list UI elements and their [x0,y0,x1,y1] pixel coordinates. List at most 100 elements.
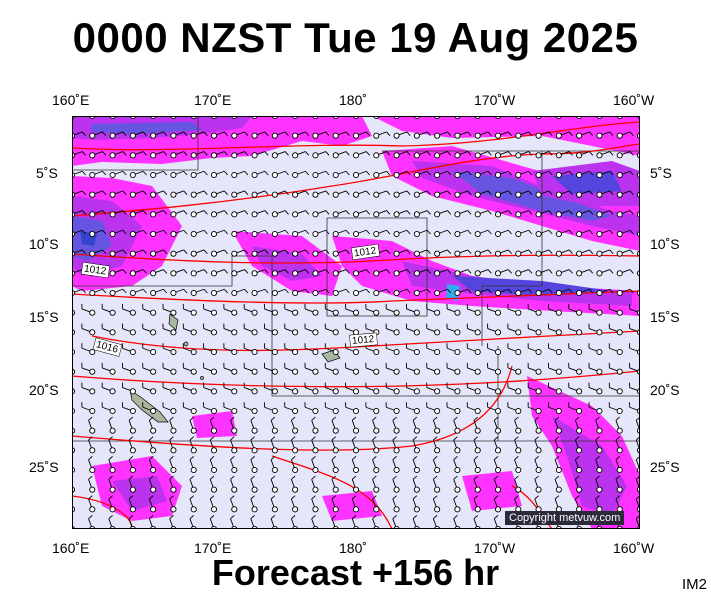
wind-barb-feather [412,436,418,441]
wind-station-marker [292,329,299,336]
wind-barb-feather [589,249,594,254]
wind-station-marker [352,368,360,375]
wind-barb-feather [331,515,337,520]
wind-station-marker [251,270,258,277]
wind-station-marker [616,466,623,474]
wind-barb-feather [102,151,107,156]
wind-barb-feather [467,131,472,136]
wind-barb-feather [548,288,553,294]
wind-barb-feather [386,249,391,254]
wind-barb-feather [453,495,458,500]
wind-barb-feather [487,151,492,156]
wind-station-marker [109,329,116,336]
wind-station-marker [129,427,136,434]
wind-barb-feather [629,229,634,235]
wind-station-marker [515,171,522,179]
wind-barb-feather [514,436,519,441]
wind-station-marker [474,270,481,277]
wind-station-marker [210,191,218,198]
wind-station-marker [231,388,238,395]
wind-station-marker [170,486,177,493]
wind-station-marker [231,289,238,297]
wind-station-marker [535,388,542,395]
wind-station-marker [271,230,278,238]
wind-station-marker [210,152,218,159]
wind-station-marker [515,466,522,474]
wind-station-marker [596,250,603,257]
wind-station-marker [231,348,238,356]
wind-barb-feather [412,416,418,421]
top-lon-label: 170˚E [194,92,232,108]
wind-station-marker [535,447,542,454]
wind-barb-feather [433,515,438,520]
wind-barb-feather [264,269,269,274]
wind-station-marker [596,388,603,395]
wind-station-marker [576,230,583,238]
wind-station-marker [332,506,339,513]
wind-barb-feather [528,288,533,294]
wind-barb-feather [467,229,472,235]
wind-station-marker [190,250,197,257]
wind-barb-feather [244,288,249,294]
wind-barb-feather [372,475,377,480]
wind-station-marker [210,427,218,434]
wind-barb-feather [507,190,512,195]
wind-station-marker [596,289,603,297]
wind-station-marker [616,329,623,336]
bottom-lon-label: 170˚W [474,540,516,556]
wind-barb-feather [291,416,296,421]
wind-station-marker [129,152,136,159]
wind-barb-feather [528,269,533,274]
wind-barb-feather [81,249,86,254]
wind-barb-feather [203,170,208,176]
wind-station-marker [210,407,218,415]
wind-barb-feather [230,416,235,421]
wind-barb-feather [325,190,330,195]
wind-barb-feather [291,475,296,480]
wind-barb-feather [305,249,310,254]
wind-station-marker [555,230,562,238]
wind-barb-feather [264,170,269,176]
wind-barb-feather [365,190,370,195]
wind-barb-feather [629,131,634,136]
wind-station-marker [332,230,339,238]
wind-station-marker [515,152,522,159]
wind-station-marker [616,427,623,434]
wind-barb-feather [433,475,438,480]
wind-barb-feather [548,190,553,195]
wind-station-marker [454,270,461,277]
isobars [72,121,640,529]
wind-station-marker [210,270,218,277]
wind-barb-feather [473,436,479,441]
wind-station-marker [413,270,420,277]
wind-station-marker [109,152,116,159]
wind-barb-feather [386,170,391,176]
wind-barb-feather [108,475,113,480]
wind-station-marker [352,447,360,454]
wind-station-marker [373,132,380,139]
wind-station-marker [150,368,157,375]
wind-station-marker [535,171,542,179]
wind-barb-feather [223,269,228,274]
wind-station-marker [494,466,502,474]
wind-barb-feather [270,456,276,461]
wind-barb-feather [305,131,310,136]
wind-barb-feather [284,151,289,156]
wind-station-marker [251,309,258,316]
wind-barb-feather [223,151,228,156]
wind-barb-feather [311,436,316,441]
wind-station-marker [271,506,278,513]
wind-station-marker [494,230,502,238]
wind-barb-feather [548,131,553,136]
wind-station-marker [393,466,400,474]
left-lat-label: 5˚S [36,165,58,181]
wind-station-marker [454,250,461,257]
wind-barb-feather [81,131,86,136]
wind-barb-feather [426,210,431,215]
wind-barb-feather [528,170,533,176]
wind-station-marker [150,466,157,474]
wind-station-marker [89,250,96,257]
wind-station-marker [231,211,238,218]
wind-barb-feather [575,495,580,500]
wind-barb-feather [325,229,330,235]
